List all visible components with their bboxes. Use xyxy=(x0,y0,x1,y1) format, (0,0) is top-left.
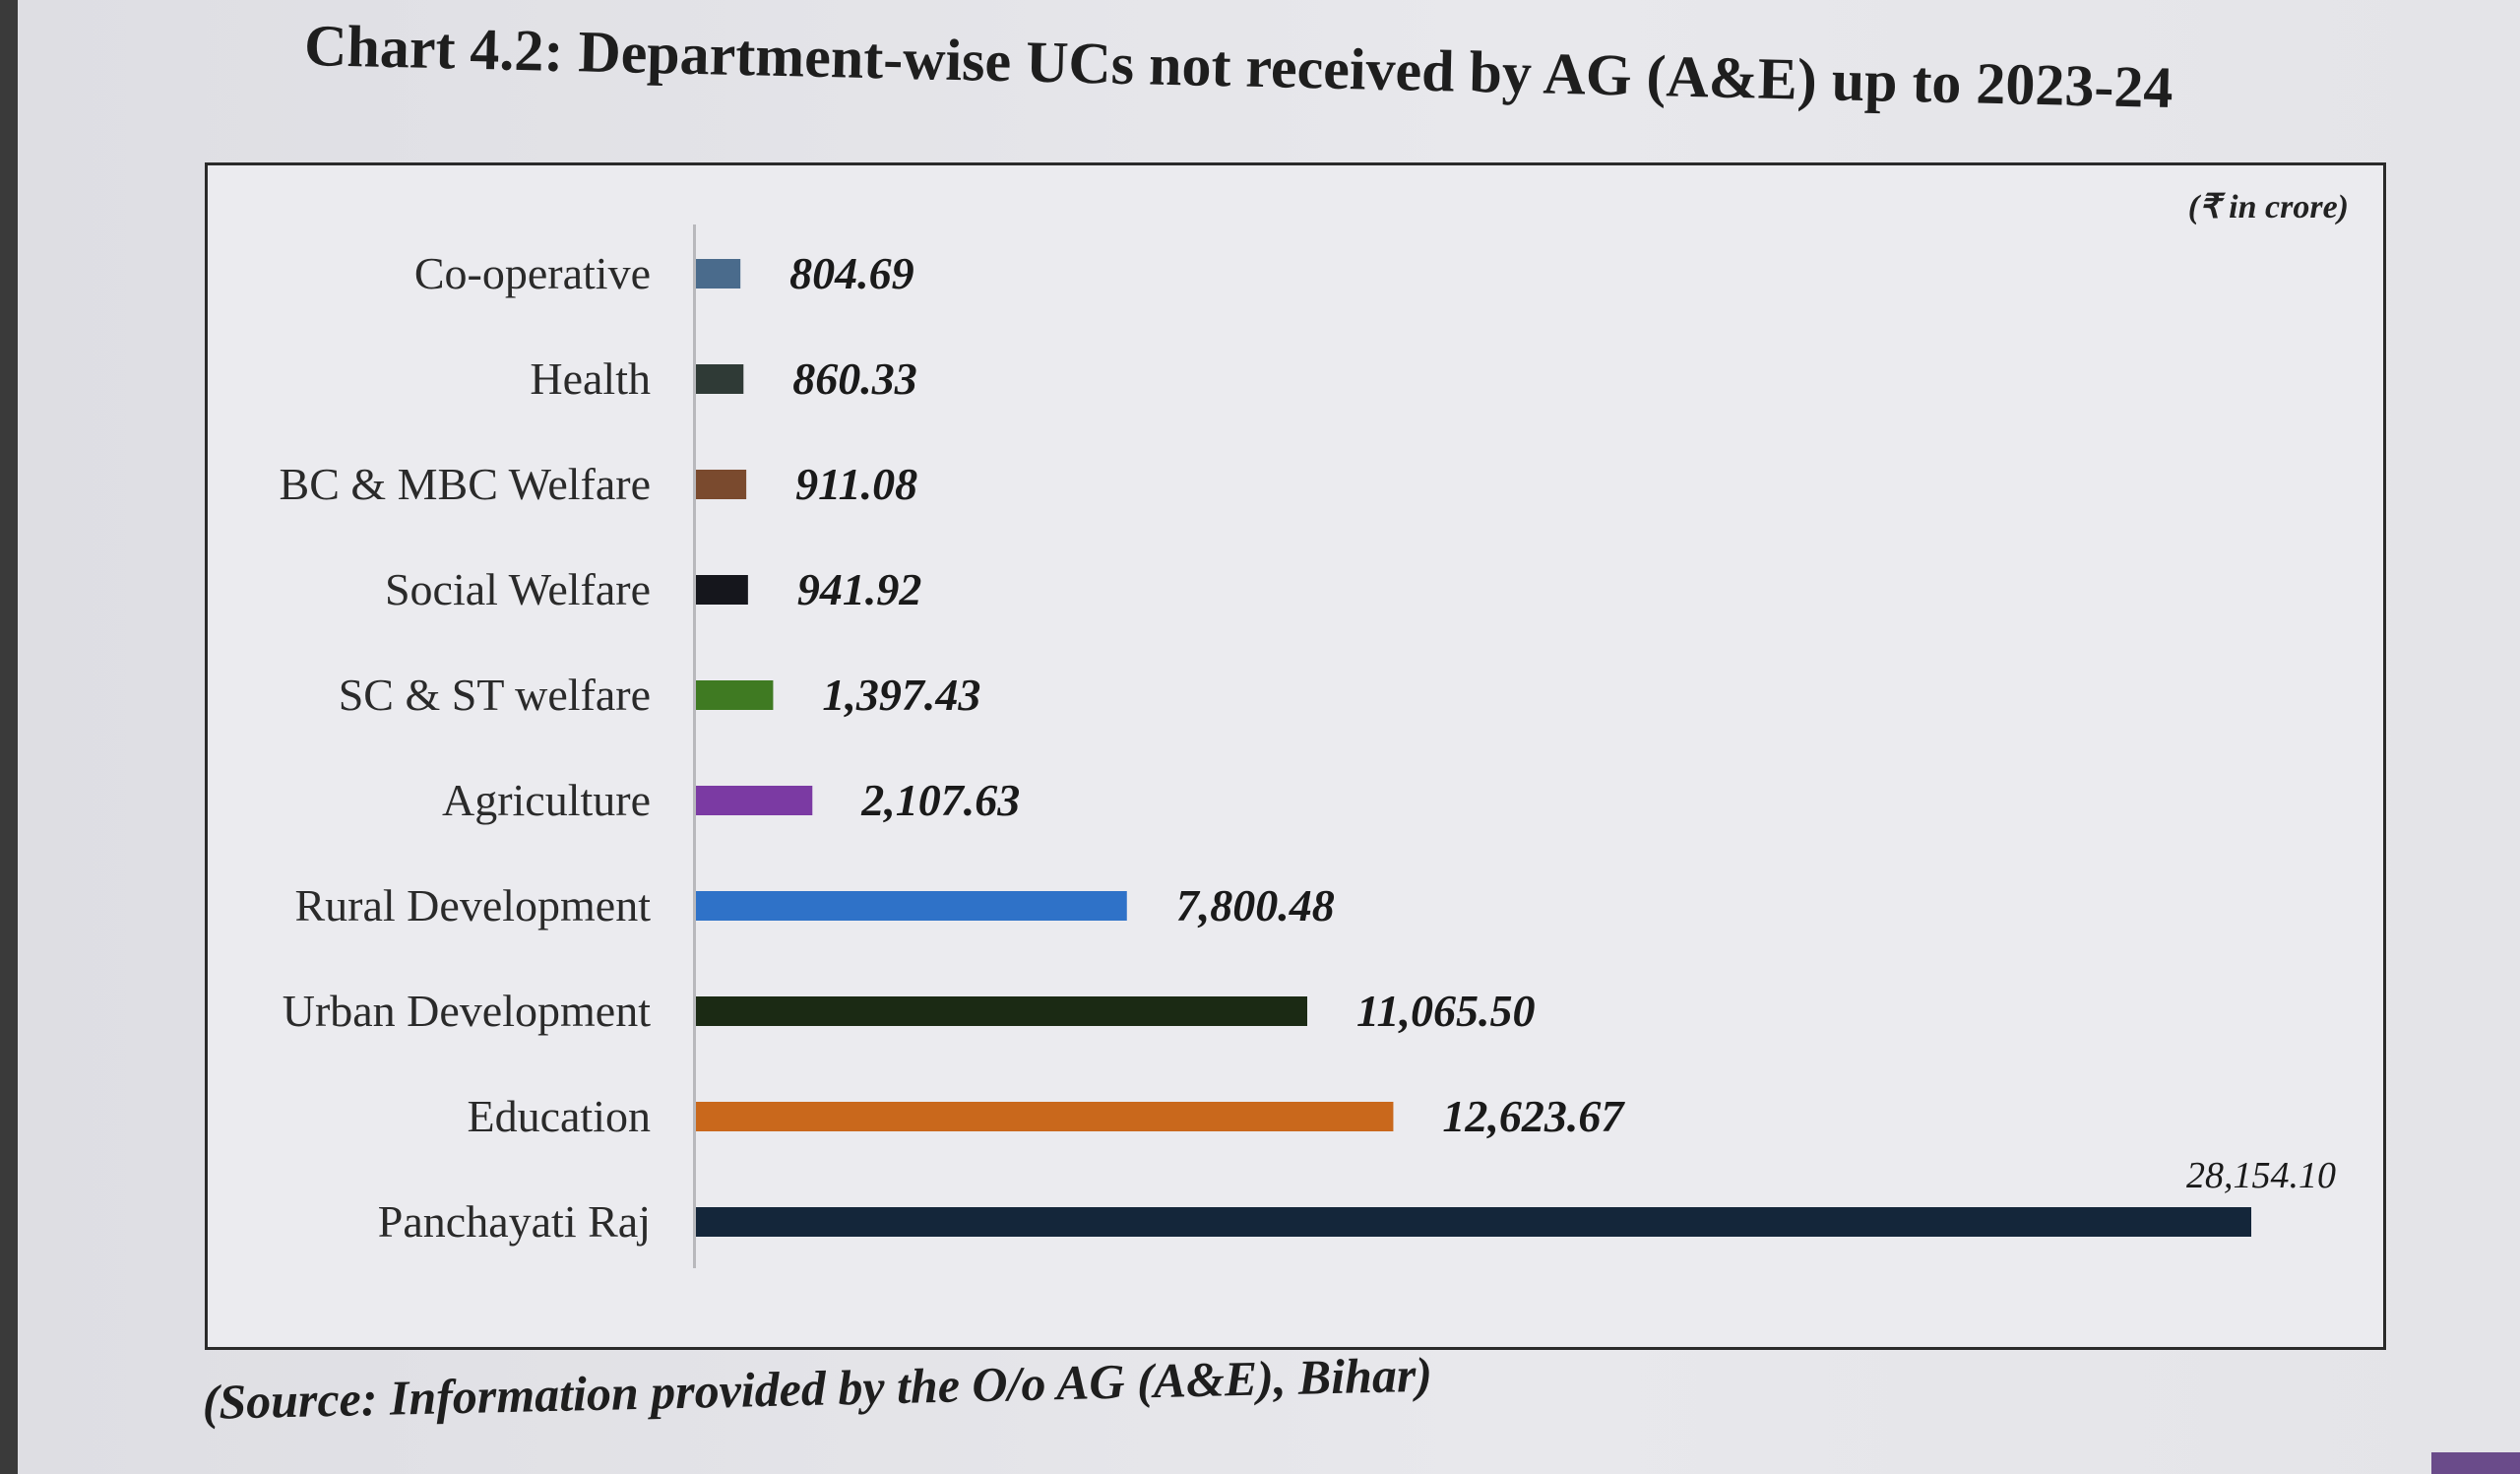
bar xyxy=(696,575,748,605)
chart-title: Chart 4.2: Department-wise UCs not recei… xyxy=(303,12,2174,121)
data-label: 1,397.43 xyxy=(822,670,980,720)
bar xyxy=(696,259,741,288)
data-label: 860.33 xyxy=(792,353,917,404)
data-label: 2,107.63 xyxy=(860,775,1020,825)
page-edge-decoration xyxy=(2431,1452,2520,1474)
category-label: Rural Development xyxy=(294,880,651,930)
data-label: 28,154.10 xyxy=(2186,1155,2336,1196)
data-label: 911.08 xyxy=(795,459,917,509)
category-axis-line xyxy=(693,224,696,1268)
bar xyxy=(696,786,813,815)
data-label: 7,800.48 xyxy=(1176,880,1335,930)
data-label: 12,623.67 xyxy=(1442,1091,1625,1141)
category-label: Urban Development xyxy=(283,986,651,1036)
category-label: Panchayati Raj xyxy=(378,1196,651,1247)
chart-frame: (₹ in crore) Co-operative 804.69 Health 860… xyxy=(205,162,2386,1350)
unit-note: (₹ in crore) xyxy=(2187,189,2349,225)
category-label: SC & ST welfare xyxy=(339,670,651,720)
bar-chart: Co-operative 804.69 Health 860.33 BC & MBC W… xyxy=(280,248,2336,1247)
bar xyxy=(696,364,744,394)
data-label: 941.92 xyxy=(797,564,922,614)
category-label: Education xyxy=(468,1091,652,1141)
data-label: 11,065.50 xyxy=(1356,986,1535,1036)
bar xyxy=(696,680,774,710)
source-note: (Source: Information provided by the O/o… xyxy=(202,1346,1433,1430)
bar xyxy=(696,891,1127,921)
category-label: Agriculture xyxy=(442,775,651,825)
data-label: 804.69 xyxy=(789,248,914,298)
bar xyxy=(696,996,1307,1026)
category-label: BC & MBC Welfare xyxy=(280,459,651,509)
category-label: Health xyxy=(530,353,651,404)
bar xyxy=(696,470,747,499)
category-label: Co-operative xyxy=(414,248,651,298)
bar xyxy=(696,1102,1394,1131)
bar xyxy=(696,1207,2251,1237)
category-label: Social Welfare xyxy=(385,564,651,614)
